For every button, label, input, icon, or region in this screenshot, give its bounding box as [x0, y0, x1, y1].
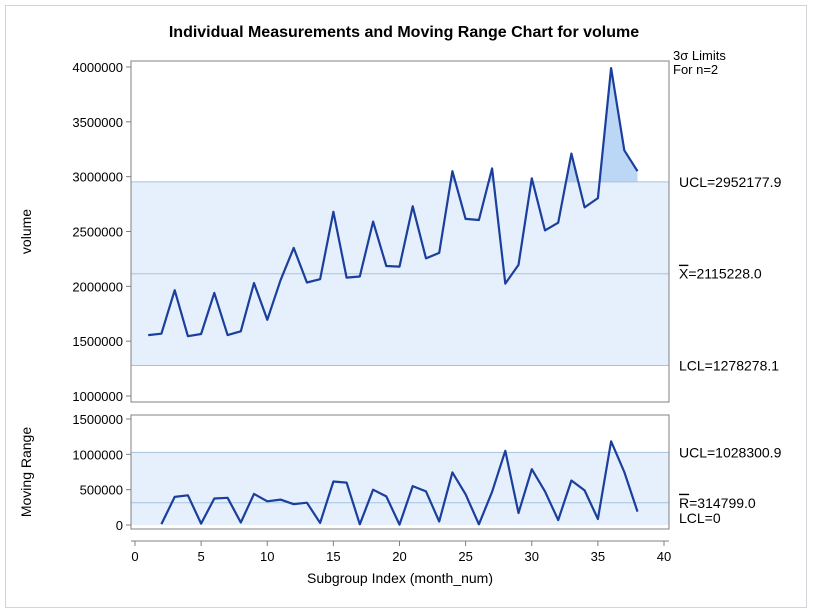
- x-tick-label: 35: [591, 549, 605, 564]
- xbar-symbol: X: [679, 266, 689, 282]
- individuals-excursion-area: [450, 68, 638, 182]
- x-axis: 0 5 10 15 20 25 30 35 40: [131, 540, 671, 564]
- individuals-series-line: [148, 66, 639, 338]
- individuals-y-axis-label: volume: [18, 209, 34, 254]
- x-tick-label: 15: [326, 549, 340, 564]
- x-axis-label: Subgroup Index (month_num): [307, 570, 493, 586]
- moving-range-control-band: [131, 452, 669, 525]
- chart-frame: Individual Measurements and Moving Range…: [5, 5, 807, 608]
- x-tick-label: 30: [525, 549, 539, 564]
- x-tick-label: 20: [392, 549, 406, 564]
- mr-y-tick-label: 1000000: [72, 447, 123, 462]
- individuals-center-label: X=2115228.0: [679, 266, 762, 282]
- ind-y-tick-label: 3500000: [72, 115, 123, 130]
- limits-note-line1: 3σ Limits: [673, 48, 726, 63]
- rbar-symbol: R: [679, 495, 689, 511]
- moving-range-lcl-label: LCL=0: [679, 510, 721, 526]
- x-tick-label: 10: [260, 549, 274, 564]
- moving-range-plot-border: [130, 414, 670, 530]
- limits-note-line2: For n=2: [673, 62, 718, 77]
- x-tick-label: 0: [131, 549, 138, 564]
- mr-y-tick-label: 0: [116, 518, 123, 533]
- ind-y-tick-label: 2500000: [72, 225, 123, 240]
- individuals-center-value: =2115228.0: [688, 266, 762, 282]
- moving-range-panel: 0 500000 1000000 1500000 Moving Range UCL=1…: [18, 412, 782, 533]
- moving-range-center-label: R=314799.0: [679, 495, 756, 511]
- mr-y-tick-label: 1500000: [72, 412, 123, 427]
- moving-range-ucl-label: UCL=1028300.9: [679, 444, 782, 460]
- moving-range-center-value: =314799.0: [689, 495, 756, 511]
- individuals-ucl-label: UCL=2952177.9: [679, 174, 782, 190]
- individuals-panel: 1000000 1500000 2000000 2500000 3000000 35000…: [18, 60, 782, 404]
- ind-y-tick-label: 4000000: [72, 60, 123, 75]
- mr-y-tick-label: 500000: [80, 483, 123, 498]
- moving-range-y-axis-label: Moving Range: [18, 427, 34, 517]
- x-tick-label: 40: [657, 549, 671, 564]
- x-tick-label: 5: [198, 549, 205, 564]
- x-tick-label: 25: [458, 549, 472, 564]
- individuals-lcl-label: LCL=1278278.1: [679, 357, 779, 373]
- chart-title: Individual Measurements and Moving Range…: [169, 24, 639, 41]
- individuals-y-axis: 1000000 1500000 2000000 2500000 3000000 35000…: [72, 60, 131, 404]
- moving-range-y-axis: 0 500000 1000000 1500000: [72, 412, 131, 533]
- control-chart: Individual Measurements and Moving Range…: [18, 24, 782, 586]
- ind-y-tick-label: 1000000: [72, 389, 123, 404]
- moving-range-series-line: [160, 440, 639, 526]
- ind-y-tick-label: 3000000: [72, 170, 123, 185]
- ind-y-tick-label: 2000000: [72, 279, 123, 294]
- ind-y-tick-label: 1500000: [72, 334, 123, 349]
